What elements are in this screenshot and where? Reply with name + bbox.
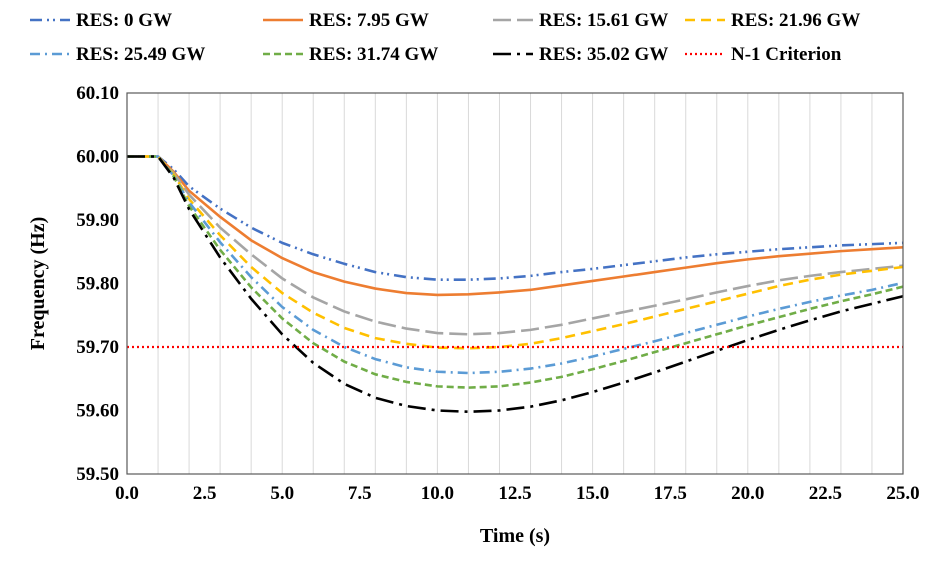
x-tick-label: 25.0: [886, 483, 919, 504]
x-tick-label: 0.0: [115, 483, 139, 504]
series-line-3: [127, 155, 904, 336]
legend: RES: 0 GW RES: 7.95 GW RES: 15.61 GW RES: 2…: [30, 10, 860, 65]
series-line-7: [127, 155, 904, 414]
y-tick-label: 60.00: [76, 147, 119, 168]
series-line-5: [127, 155, 904, 375]
gridlines: [157, 93, 873, 474]
series-line-1: [127, 155, 904, 281]
legend-label: N-1 Criterion: [731, 44, 842, 65]
x-axis-title: Time (s): [480, 525, 550, 547]
legend-label: RES: 15.61 GW: [539, 10, 668, 31]
x-tick-label: 5.0: [270, 483, 294, 504]
y-tick-label: 59.60: [76, 401, 119, 422]
plot-frame: [126, 92, 904, 475]
x-tick-label: 17.5: [654, 483, 687, 504]
y-tick-label: 59.50: [76, 464, 119, 485]
x-tick-label: 10.0: [421, 483, 454, 504]
x-tick-label: 7.5: [348, 483, 372, 504]
y-tick-label: 59.90: [76, 210, 119, 231]
legend-label: RES: 0 GW: [76, 10, 172, 31]
x-tick-label: 20.0: [731, 483, 764, 504]
legend-label: RES: 31.74 GW: [309, 44, 438, 65]
x-tick-label: 22.5: [809, 483, 842, 504]
series-line-4: [127, 155, 904, 350]
axes: 59.50 59.60 59.70 59.80 59.90 60.00 60.10 0.0 2.…: [76, 83, 919, 504]
series-line-6: [127, 155, 904, 389]
legend-label: RES: 7.95 GW: [309, 10, 429, 31]
x-tick-label: 2.5: [193, 483, 217, 504]
series-layer: [127, 155, 904, 414]
legend-label: RES: 35.02 GW: [539, 44, 668, 65]
x-tick-label: 12.5: [498, 483, 531, 504]
y-tick-label: 60.10: [76, 83, 119, 104]
legend-label: RES: 25.49 GW: [76, 44, 205, 65]
y-axis-title: Frequency (Hz): [27, 217, 49, 351]
y-tick-label: 59.70: [76, 337, 119, 358]
legend-label: RES: 21.96 GW: [731, 10, 860, 31]
series-line-2: [127, 155, 904, 297]
y-tick-label: 59.80: [76, 274, 119, 295]
x-tick-label: 15.0: [576, 483, 609, 504]
